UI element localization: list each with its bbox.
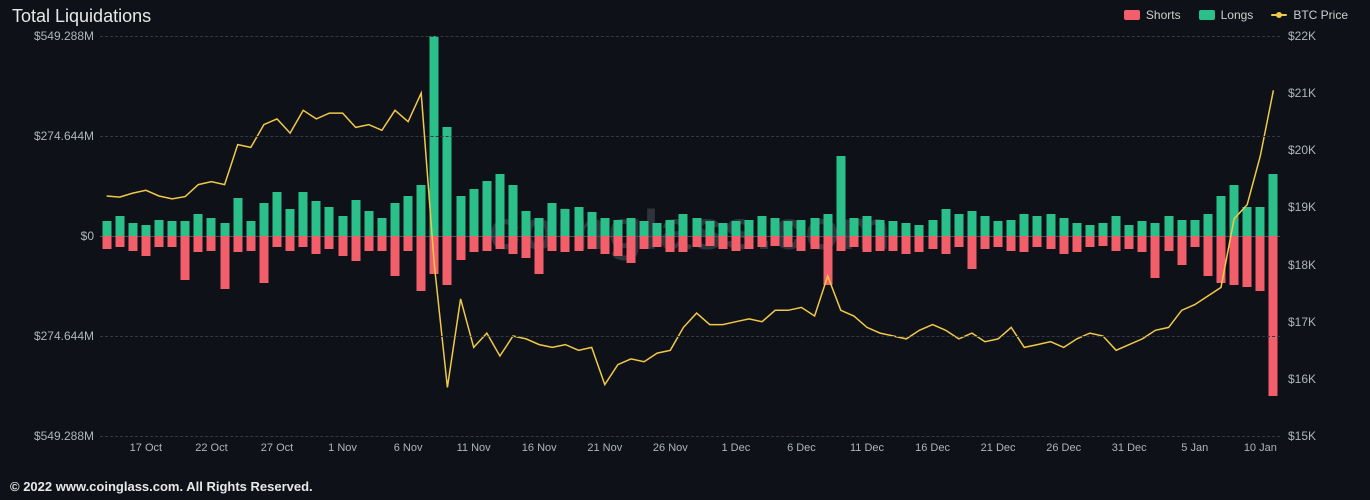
x-axis: 17 Oct 22 Oct 27 Oct 1 Nov 6 Nov 11 Nov 16 Nov…	[100, 442, 1280, 460]
y-right-label: $17K	[1288, 315, 1316, 329]
shorts-swatch	[1124, 10, 1140, 20]
x-axis-label: 1 Dec	[722, 442, 751, 454]
x-axis-label: 31 Dec	[1112, 442, 1147, 454]
y-left-label: $274.644M	[10, 129, 94, 143]
legend-item-shorts[interactable]: Shorts	[1124, 8, 1181, 22]
x-axis-label: 10 Jan	[1244, 442, 1277, 454]
x-axis-label: 21 Dec	[981, 442, 1016, 454]
legend-label: BTC Price	[1293, 8, 1348, 22]
legend: Shorts Longs BTC Price	[1124, 8, 1348, 22]
gridline	[100, 436, 1280, 437]
btc-price-line	[100, 36, 1280, 436]
x-axis-label: 6 Nov	[394, 442, 423, 454]
y-right-label: $20K	[1288, 143, 1316, 157]
btc_price-swatch	[1271, 14, 1287, 16]
x-axis-label: 5 Jan	[1181, 442, 1208, 454]
x-axis-label: 22 Oct	[195, 442, 227, 454]
y-left-label: $549.288M	[10, 29, 94, 43]
longs-swatch	[1199, 10, 1215, 20]
x-axis-label: 6 Dec	[787, 442, 816, 454]
legend-label: Longs	[1221, 8, 1254, 22]
y-left-label: $0	[10, 229, 94, 243]
gridline	[100, 36, 1280, 37]
footer-copyright: © 2022 www.coinglass.com. All Rights Res…	[10, 479, 313, 494]
gridline	[100, 336, 1280, 337]
x-axis-label: 26 Nov	[653, 442, 688, 454]
legend-label: Shorts	[1146, 8, 1181, 22]
chart-container: { "title": "Total Liquidations", "waterm…	[0, 0, 1370, 500]
x-axis-label: 1 Nov	[328, 442, 357, 454]
y-right-label: $19K	[1288, 200, 1316, 214]
plot-area: coinglass.com	[100, 36, 1280, 436]
y-right-label: $21K	[1288, 86, 1316, 100]
y-right-label: $22K	[1288, 29, 1316, 43]
legend-item-longs[interactable]: Longs	[1199, 8, 1254, 22]
chart-title: Total Liquidations	[12, 6, 151, 27]
x-axis-label: 26 Dec	[1046, 442, 1081, 454]
y-right-label: $18K	[1288, 258, 1316, 272]
gridline	[100, 136, 1280, 137]
legend-item-btc_price[interactable]: BTC Price	[1271, 8, 1348, 22]
x-axis-label: 16 Nov	[522, 442, 557, 454]
x-axis-label: 17 Oct	[130, 442, 162, 454]
btc-price-path	[107, 90, 1274, 387]
y-right-label: $15K	[1288, 429, 1316, 443]
x-axis-label: 21 Nov	[587, 442, 622, 454]
x-axis-label: 11 Dec	[850, 442, 884, 454]
y-right-label: $16K	[1288, 372, 1316, 386]
y-left-label: $549.288M	[10, 429, 94, 443]
x-axis-label: 16 Dec	[915, 442, 950, 454]
y-left-label: $274.644M	[10, 329, 94, 343]
x-axis-label: 27 Oct	[261, 442, 293, 454]
x-axis-label: 11 Nov	[457, 442, 491, 454]
